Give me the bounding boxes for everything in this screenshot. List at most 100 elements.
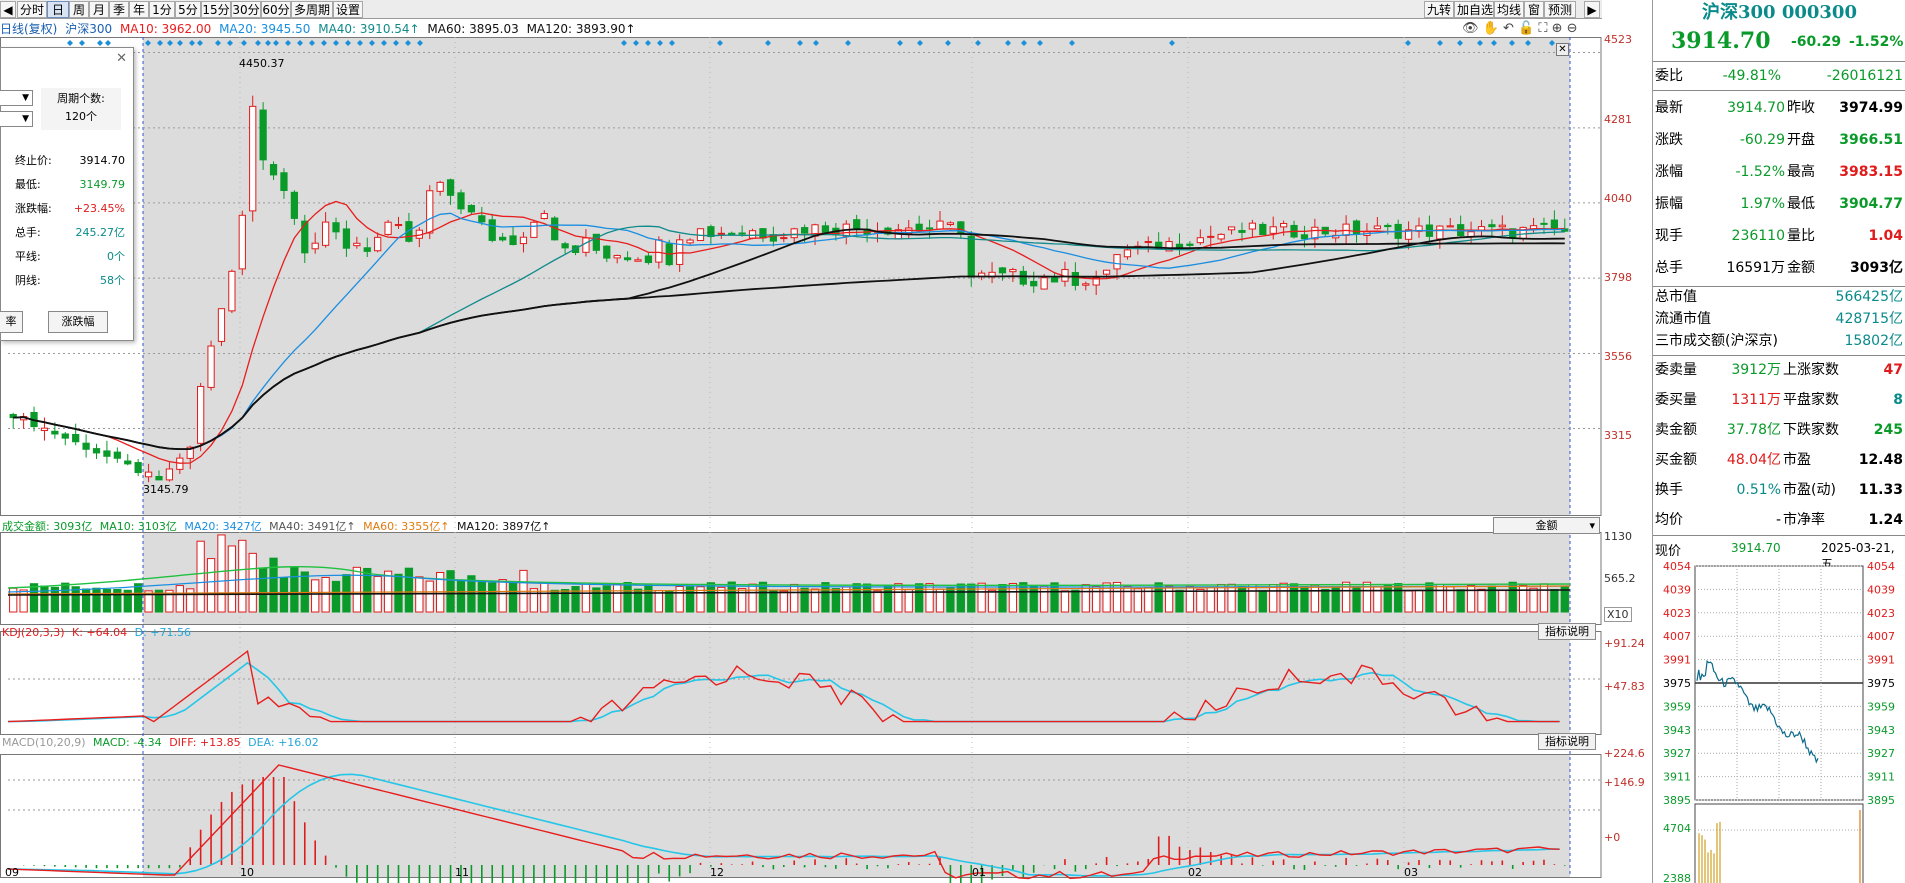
toolbar-right-button-2[interactable]: 均线 — [1494, 1, 1524, 18]
nav-right-icon[interactable]: ▶ — [1584, 1, 1600, 18]
period-tab-10[interactable]: 60分 — [261, 1, 291, 18]
volume-bar — [810, 588, 820, 613]
line-type-label[interactable]: 日线(复权) — [0, 22, 58, 36]
close-icon[interactable]: ✕ — [1556, 43, 1569, 56]
period-tab-4[interactable]: 季 — [109, 1, 129, 18]
hand-icon[interactable]: ✋ — [1482, 21, 1499, 36]
dialog-close-icon[interactable]: ✕ — [116, 51, 127, 66]
fullscreen-icon[interactable]: ⛶ — [1538, 21, 1548, 36]
signal-diamond — [717, 40, 723, 46]
panel-gap — [0, 735, 1601, 754]
signal-diamond — [297, 40, 303, 46]
rate-button[interactable]: 率 — [0, 311, 23, 333]
nav-left-icon[interactable]: ◀ — [0, 1, 16, 18]
lock-icon[interactable]: 🔓 — [1518, 21, 1535, 36]
zoom-out-icon[interactable]: ⊖ — [1566, 21, 1578, 36]
period-tab-5[interactable]: 年 — [129, 1, 149, 18]
ma20-line — [13, 212, 1565, 450]
volume-ma120-line — [7, 589, 1571, 596]
period-tab-9[interactable]: 30分 — [231, 1, 261, 18]
candle-body — [946, 222, 955, 225]
ma60-label: MA60: 3895.03 — [427, 22, 519, 36]
volume-bar — [1258, 590, 1267, 613]
dialog-row: 总手: 245.27亿 — [15, 225, 125, 241]
change-pct-button[interactable]: 涨跌幅 — [48, 311, 108, 333]
candle-body — [613, 254, 621, 259]
volume-bar — [1508, 581, 1517, 613]
period-tab-7[interactable]: 5分 — [175, 1, 201, 18]
quote-label: 上涨家数 — [1783, 362, 1839, 378]
period-tab-2[interactable]: 周 — [69, 1, 89, 18]
kdj-explain-button[interactable]: 指标说明 — [1538, 623, 1596, 640]
signal-diamond — [1457, 40, 1463, 46]
period-tab-1[interactable]: 日 — [47, 1, 69, 18]
toolbar-right-button-1[interactable]: 加自选 — [1454, 1, 1494, 18]
dialog-row-value: 0个 — [107, 250, 125, 263]
volume-bar — [1352, 587, 1361, 613]
volume-bar — [154, 589, 164, 613]
month-label: 01 — [972, 866, 986, 879]
toolbar-right-button-4[interactable]: 预测 — [1544, 1, 1576, 18]
period-tab-3[interactable]: 月 — [89, 1, 109, 18]
dialog-row-label: 平线: — [15, 250, 41, 263]
signal-diamond — [215, 40, 221, 46]
volume-bar — [602, 585, 611, 613]
volume-bar — [1227, 583, 1236, 613]
toolbar-right-button-0[interactable]: 九转 — [1424, 1, 1454, 18]
index-title: 沪深300 000300 — [1702, 2, 1857, 23]
quote-label: 下跌家数 — [1783, 422, 1839, 438]
undo-icon[interactable]: ↶ — [1502, 21, 1514, 36]
candle-body — [436, 181, 444, 192]
divider — [1653, 61, 1905, 62]
dialog-row-label: 总手: — [15, 226, 41, 239]
candle-body — [374, 236, 382, 252]
candle-body — [124, 460, 132, 465]
volume-bar — [706, 582, 716, 613]
volume-bar — [363, 567, 372, 613]
volume-bar — [967, 583, 976, 613]
volume-bar — [1456, 589, 1465, 613]
macd-diff-line — [7, 764, 1560, 880]
candle-body — [457, 192, 465, 210]
candle-body — [1227, 226, 1236, 231]
macd-explain-button[interactable]: 指标说明 — [1538, 733, 1596, 750]
volume-bar — [550, 589, 559, 613]
period-tab-11[interactable]: 多周期 — [291, 1, 333, 18]
signal-diamond — [145, 40, 151, 46]
dialog-select-2[interactable]: ▼ — [0, 111, 33, 127]
low-annotation: 3145.79 — [143, 483, 189, 496]
mini-right-axis-label: 4023 — [1867, 607, 1895, 620]
quote-value: 11.33 — [1858, 482, 1903, 498]
volume-bar — [831, 588, 841, 613]
volume-selector[interactable]: 金额 ▾ — [1493, 517, 1600, 534]
period-tab-12[interactable]: 设置 — [333, 1, 363, 18]
zoom-in-icon[interactable]: ⊕ — [1551, 21, 1563, 36]
volume-bar — [883, 585, 893, 613]
volume-bar — [269, 557, 278, 613]
chart-tools: 👁 ✋ ↶ 🔓 ⛶ ⊕ ⊖ — [1462, 21, 1602, 37]
period-tab-0[interactable]: 分时 — [17, 1, 47, 18]
divider — [1653, 90, 1905, 91]
volume-bar — [894, 583, 903, 613]
candle-body — [1384, 224, 1392, 228]
kline-chart[interactable] — [0, 37, 1602, 883]
eye-icon[interactable]: 👁 — [1462, 21, 1479, 36]
period-tab-8[interactable]: 15分 — [201, 1, 231, 18]
volume-bar — [529, 588, 539, 613]
market-value: 428715亿 — [1835, 311, 1903, 327]
volume-bar — [1029, 585, 1038, 613]
volume-bar — [19, 589, 28, 613]
signal-diamond — [381, 40, 387, 46]
dialog-select-1[interactable]: ▼ — [0, 90, 33, 106]
period-tab-6[interactable]: 1分 — [149, 1, 175, 18]
toolbar-right-button-3[interactable]: 窗 — [1524, 1, 1544, 18]
intraday-mini-chart[interactable]: 4054 4054 4039 4039 4023 4023 4007 4007 3991 3991… — [1653, 560, 1905, 883]
signal-diamond — [813, 40, 819, 46]
mini-left-axis-label: 3959 — [1663, 700, 1691, 713]
price-change-pct: -1.52% — [1849, 34, 1904, 50]
candle-body — [363, 247, 371, 252]
volume-bar — [175, 585, 184, 613]
candle-body — [790, 228, 798, 239]
volume-bar — [727, 581, 736, 613]
candle-body — [144, 471, 153, 478]
